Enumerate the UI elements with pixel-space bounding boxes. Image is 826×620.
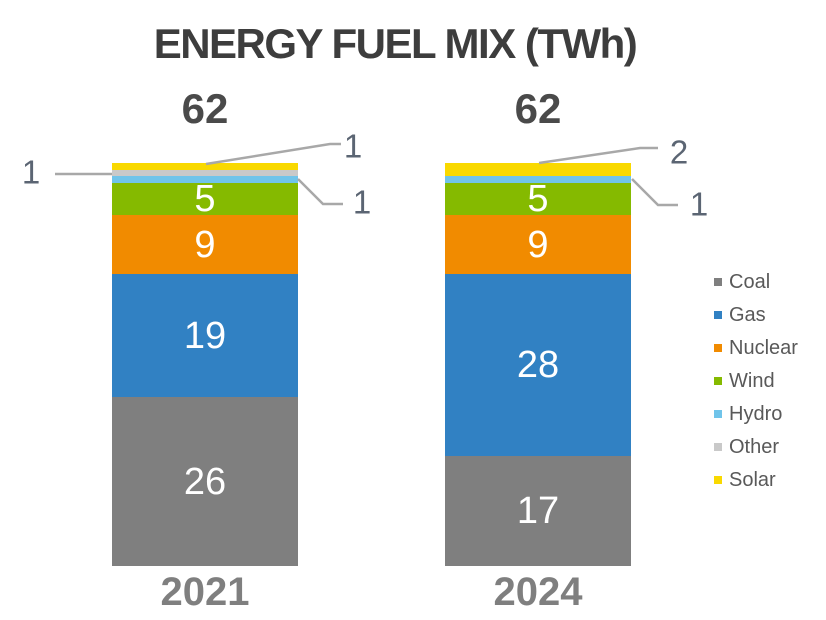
legend-label-coal: Coal	[729, 270, 771, 293]
leader-line-solar-2021	[205, 142, 341, 166]
legend-marker-solar	[714, 475, 722, 484]
segment-solar-2021	[112, 163, 298, 170]
legend-label-gas: Gas	[729, 303, 766, 326]
legend-item-gas: Gas	[714, 298, 798, 331]
legend: Coal Gas Nuclear Wind Hydro Other Solar	[714, 265, 798, 496]
legend-label-solar: Solar	[729, 468, 776, 491]
legend-marker-other	[714, 442, 722, 451]
legend-item-other: Other	[714, 430, 798, 463]
legend-item-coal: Coal	[714, 265, 798, 298]
legend-item-solar: Solar	[714, 463, 798, 496]
segment-gas-2024: 28	[445, 274, 631, 456]
legend-marker-coal	[714, 277, 722, 286]
total-label-2024: 62	[514, 85, 562, 132]
legend-marker-nuclear	[714, 343, 722, 352]
legend-marker-gas	[714, 310, 722, 319]
segment-value-label: 28	[516, 344, 560, 386]
segment-other-2021	[112, 170, 298, 176]
segment-value-label: 9	[194, 223, 216, 266]
callout-solar-2021: 1	[343, 127, 363, 165]
total-label-2021: 62	[181, 85, 229, 132]
legend-label-hydro: Hydro	[729, 402, 783, 425]
callout-other-2021: 1	[21, 153, 41, 191]
segment-hydro-2024	[445, 176, 631, 183]
legend-item-nuclear: Nuclear	[714, 331, 798, 364]
segment-coal-2021: 26	[112, 397, 298, 566]
legend-marker-hydro	[714, 409, 722, 418]
segment-hydro-2021	[112, 176, 298, 183]
segment-nuclear-2024: 9	[445, 215, 631, 274]
legend-marker-wind	[714, 376, 722, 385]
segment-value-label: 17	[516, 490, 560, 532]
segment-solar-2024	[445, 163, 631, 176]
segment-value-label: 19	[183, 314, 227, 357]
segment-wind-2021: 5	[112, 178, 298, 220]
callout-hydro-2021: 1	[352, 183, 372, 221]
segment-value-label: 9	[527, 223, 549, 266]
callout-solar-2024: 2	[669, 133, 689, 171]
legend-item-wind: Wind	[714, 364, 798, 397]
segment-value-label: 5	[527, 178, 549, 220]
legend-label-wind: Wind	[729, 369, 775, 392]
segment-value-label: 26	[183, 460, 227, 503]
segment-gas-2021: 19	[112, 274, 298, 397]
leader-line-hydro-2021	[297, 178, 343, 206]
chart-title: ENERGY FUEL MIX (TWh)	[153, 20, 638, 67]
category-label-2024: 2024	[493, 570, 583, 614]
category-label-2021: 2021	[160, 570, 250, 614]
leader-line-hydro-2024	[631, 178, 678, 207]
segment-coal-2024: 17	[445, 456, 631, 566]
legend-label-nuclear: Nuclear	[729, 336, 798, 359]
segment-wind-2024: 5	[445, 178, 631, 220]
segment-nuclear-2021: 9	[112, 215, 298, 274]
segment-value-label: 5	[194, 178, 216, 220]
leader-line-solar-2024	[538, 146, 658, 165]
legend-item-hydro: Hydro	[714, 397, 798, 430]
callout-hydro-2024: 1	[689, 185, 709, 223]
legend-label-other: Other	[729, 435, 780, 458]
